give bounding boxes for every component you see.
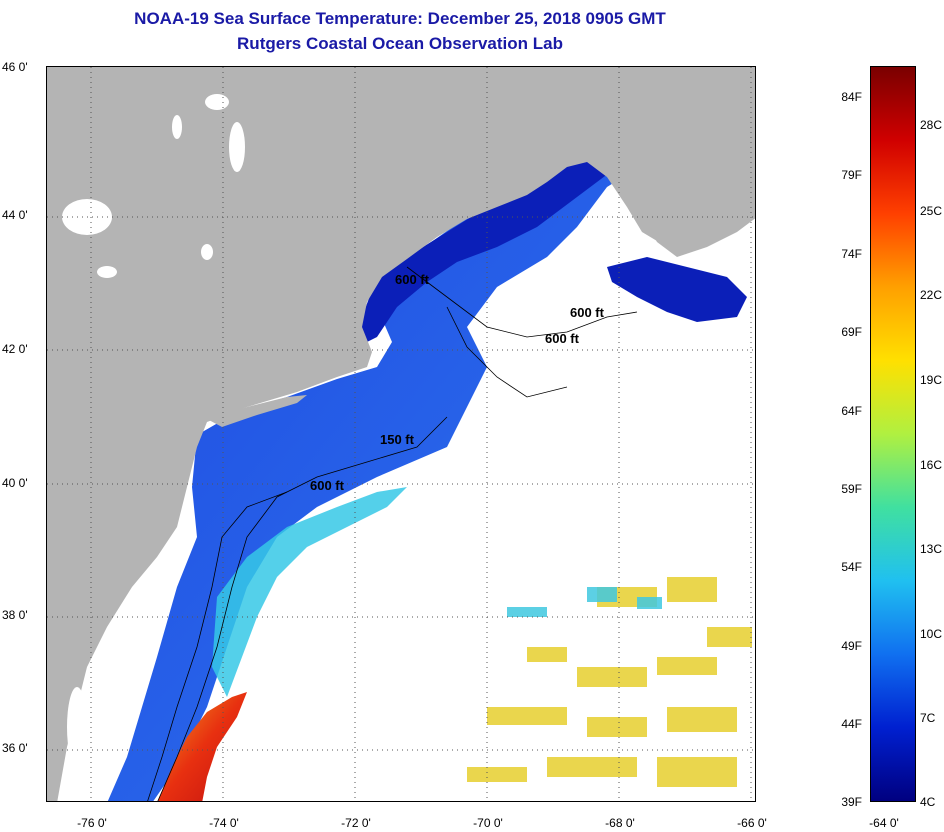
colorbar-f-74: 74F — [841, 247, 862, 261]
land-mainland — [47, 67, 755, 801]
colorbar-c-16: 16C — [920, 458, 943, 472]
map-title: NOAA-19 Sea Surface Temperature: Decembe… — [134, 9, 666, 28]
grid-lines — [47, 67, 755, 801]
colorbar-c-10: 10C — [920, 627, 943, 641]
colorbar-c-28: 28C — [920, 118, 943, 132]
land-nova-scotia — [642, 152, 755, 257]
contour-label-150ft: 150 ft — [380, 432, 414, 447]
lat-label-40: 40 0' — [2, 476, 28, 490]
cyan-band — [212, 487, 407, 697]
colorbar-f-69: 69F — [841, 325, 862, 339]
bathymetry-contours — [147, 266, 638, 801]
colorbar-c-22: 22C — [920, 288, 943, 302]
colorbar-f-79: 79F — [841, 168, 862, 182]
shelf-water — [107, 107, 687, 801]
offshore-warm-patches — [467, 577, 752, 787]
colorbar-c-19: 19C — [920, 373, 943, 387]
colorbar-c-13: 13C — [920, 542, 943, 556]
contour-label-600ft-a: 600 ft — [395, 272, 429, 287]
contour-label-600ft-c: 600 ft — [545, 331, 579, 346]
contour-label-600ft-d: 600 ft — [310, 478, 344, 493]
nova-scotia-cold — [607, 257, 747, 322]
lon-label-68: -68 0' — [605, 816, 635, 830]
sst-map-canvas — [47, 67, 755, 801]
sst-map — [46, 66, 756, 802]
colorbar-f-54: 54F — [841, 560, 862, 574]
lon-label-76: -76 0' — [77, 816, 107, 830]
colorbar-f-84: 84F — [841, 90, 862, 104]
lat-label-42: 42 0' — [2, 342, 28, 356]
colorbar-c-4: 4C — [920, 795, 936, 809]
temperature-colorbar — [870, 66, 916, 802]
lat-label-38: 38 0' — [2, 608, 28, 622]
colorbar-c-25: 25C — [920, 204, 943, 218]
gulf-of-maine-cold — [357, 109, 672, 347]
gulf-stream-warm — [157, 692, 247, 801]
lon-label-70: -70 0' — [473, 816, 503, 830]
colorbar-f-49: 49F — [841, 639, 862, 653]
lat-label-44: 44 0' — [2, 208, 28, 222]
colorbar-f-39: 39F — [841, 795, 862, 809]
lon-label-64: -64 0' — [869, 816, 899, 830]
lat-label-46: 46 0' — [2, 60, 28, 74]
lon-label-72: -72 0' — [341, 816, 371, 830]
colorbar-c-7: 7C — [920, 711, 936, 725]
contour-label-600ft-b: 600 ft — [570, 305, 604, 320]
lon-label-74: -74 0' — [209, 816, 239, 830]
lat-label-36: 36 0' — [2, 741, 28, 755]
colorbar-f-64: 64F — [841, 404, 862, 418]
land-long-island — [207, 395, 307, 427]
colorbar-f-59: 59F — [841, 482, 862, 496]
offshore-cyan-patches — [507, 587, 662, 617]
map-subtitle: Rutgers Coastal Ocean Observation Lab — [237, 34, 563, 53]
colorbar-f-44: 44F — [841, 717, 862, 731]
lon-label-66: -66 0' — [737, 816, 767, 830]
